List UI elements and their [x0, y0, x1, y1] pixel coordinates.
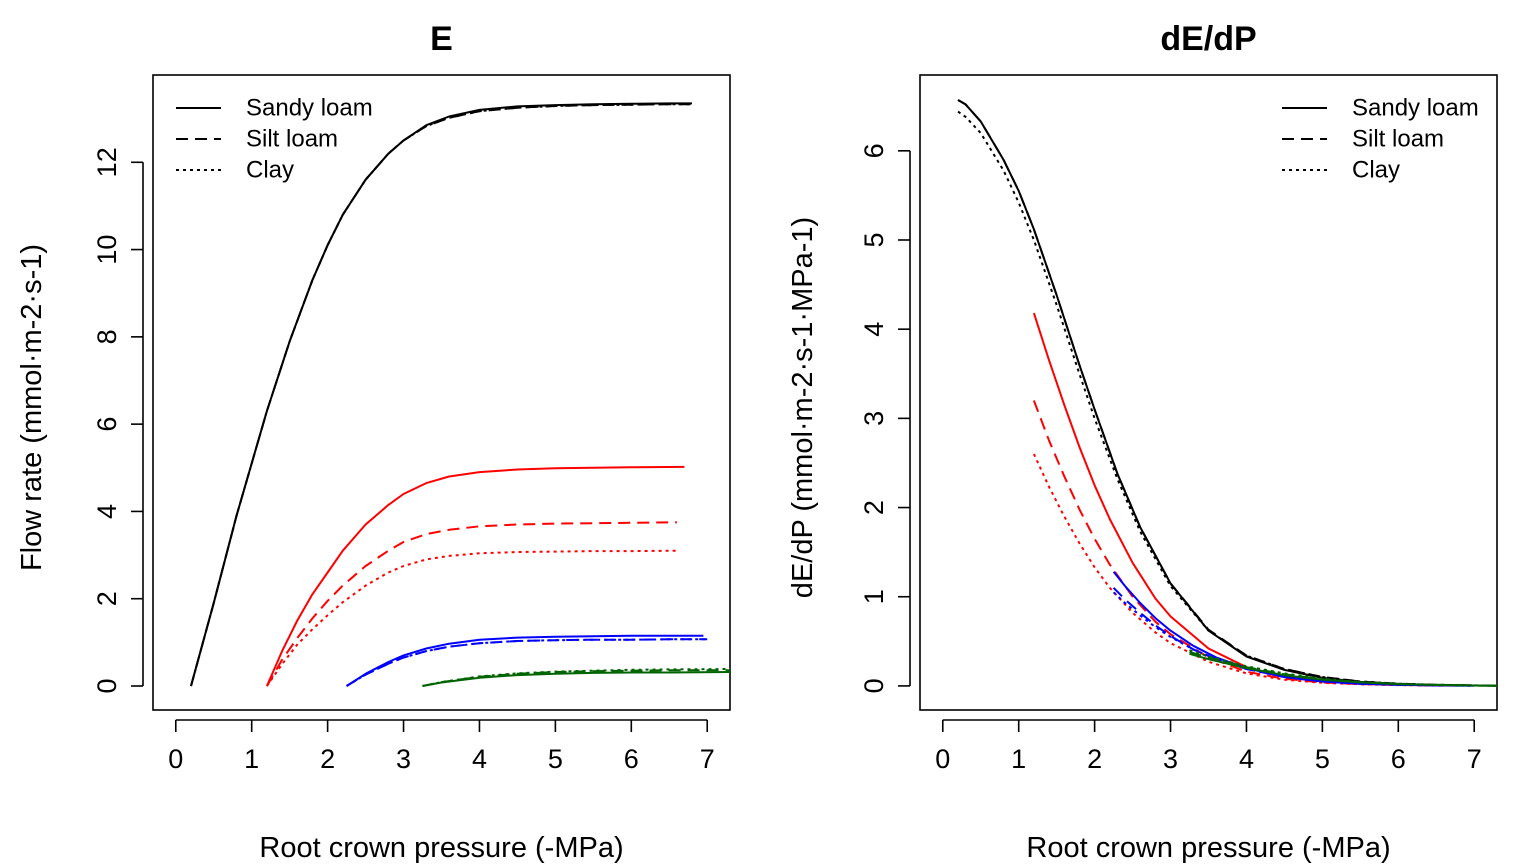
x-tick-label: 4 — [1239, 744, 1254, 774]
x-tick-label: 5 — [1315, 744, 1330, 774]
legend-label: Sandy loam — [1352, 95, 1479, 122]
series-group — [957, 99, 1497, 687]
y-tick-label: 3 — [859, 411, 889, 426]
plot-frame — [919, 74, 1498, 711]
x-tick-label: 3 — [1163, 744, 1178, 774]
series-line-1 — [957, 99, 1497, 687]
x-tick-label: 2 — [1087, 744, 1102, 774]
chart-title: E — [430, 20, 453, 58]
series-line-3 — [957, 110, 1497, 687]
series-line-5 — [1032, 400, 1444, 687]
x-axis-label: Root crown pressure (-MPa) — [259, 832, 623, 864]
y-tick-label: 6 — [859, 143, 889, 158]
series-line-11 — [1189, 651, 1497, 687]
x-tick-label: 0 — [935, 744, 950, 774]
x-tick-label: 2 — [320, 744, 335, 774]
y-tick-label: 10 — [92, 235, 122, 265]
legend-label: Sandy loam — [246, 95, 373, 122]
series-line-5 — [266, 521, 677, 687]
x-tick-label: 0 — [168, 744, 183, 774]
x-tick-label: 5 — [548, 744, 563, 774]
y-tick-label: 4 — [92, 504, 122, 519]
legend: Sandy loam Silt loam Clay — [176, 95, 373, 184]
y-tick-label: 0 — [859, 678, 889, 693]
x-tick-label: 7 — [1467, 744, 1482, 774]
y-tick-label: 6 — [92, 417, 122, 432]
x-tick-label: 6 — [624, 744, 639, 774]
x-tick-label: 3 — [396, 744, 411, 774]
chart-title: dE/dP — [1160, 20, 1256, 58]
x-axis-label: Root crown pressure (-MPa) — [1026, 832, 1390, 864]
x-tick-label: 4 — [472, 744, 487, 774]
series-line-9 — [346, 638, 708, 687]
series-line-1 — [190, 102, 692, 687]
series-line-7 — [346, 634, 704, 687]
x-tick-label: 6 — [1391, 744, 1406, 774]
series-line-3 — [190, 103, 692, 687]
series-line-4 — [1032, 312, 1452, 687]
series-line-10 — [422, 671, 730, 687]
chart-panel-2: dE/dP 0 1 2 3 4 5 6 7 Root crown pressure (-MPa) 0… — [787, 20, 1498, 864]
series-line-4 — [265, 465, 685, 687]
y-tick-label: 12 — [92, 147, 122, 177]
legend-label: Clay — [246, 157, 294, 184]
legend-label: Silt loam — [246, 126, 338, 153]
x-tick-label: 1 — [244, 744, 259, 774]
legend-label: Clay — [1352, 157, 1400, 184]
legend: Sandy loam Silt loam Clay — [1282, 95, 1479, 184]
series-group — [190, 102, 730, 687]
series-line-7 — [1112, 571, 1471, 687]
series-line-6 — [266, 549, 677, 687]
y-tick-label: 5 — [859, 232, 889, 247]
y-tick-label: 2 — [859, 500, 889, 515]
y-axis-label: dE/dP (mmol·m-2·s-1·MPa-1) — [787, 217, 819, 598]
x-tick-label: 1 — [1011, 744, 1026, 774]
series-line-8 — [346, 638, 708, 687]
y-tick-label: 1 — [859, 589, 889, 604]
series-line-12 — [422, 668, 730, 687]
plot-frame — [152, 74, 731, 711]
series-line-12 — [1189, 649, 1497, 687]
series-line-2 — [957, 99, 1497, 687]
y-tick-label: 2 — [92, 591, 122, 606]
y-tick-label: 8 — [92, 329, 122, 344]
y-tick-label: 0 — [92, 678, 122, 693]
y-axis-label: Flow rate (mmol·m-2·s-1) — [16, 244, 48, 571]
x-tick-label: 7 — [700, 744, 715, 774]
y-tick-label: 4 — [859, 322, 889, 337]
legend-label: Silt loam — [1352, 126, 1444, 153]
series-line-2 — [190, 103, 692, 687]
